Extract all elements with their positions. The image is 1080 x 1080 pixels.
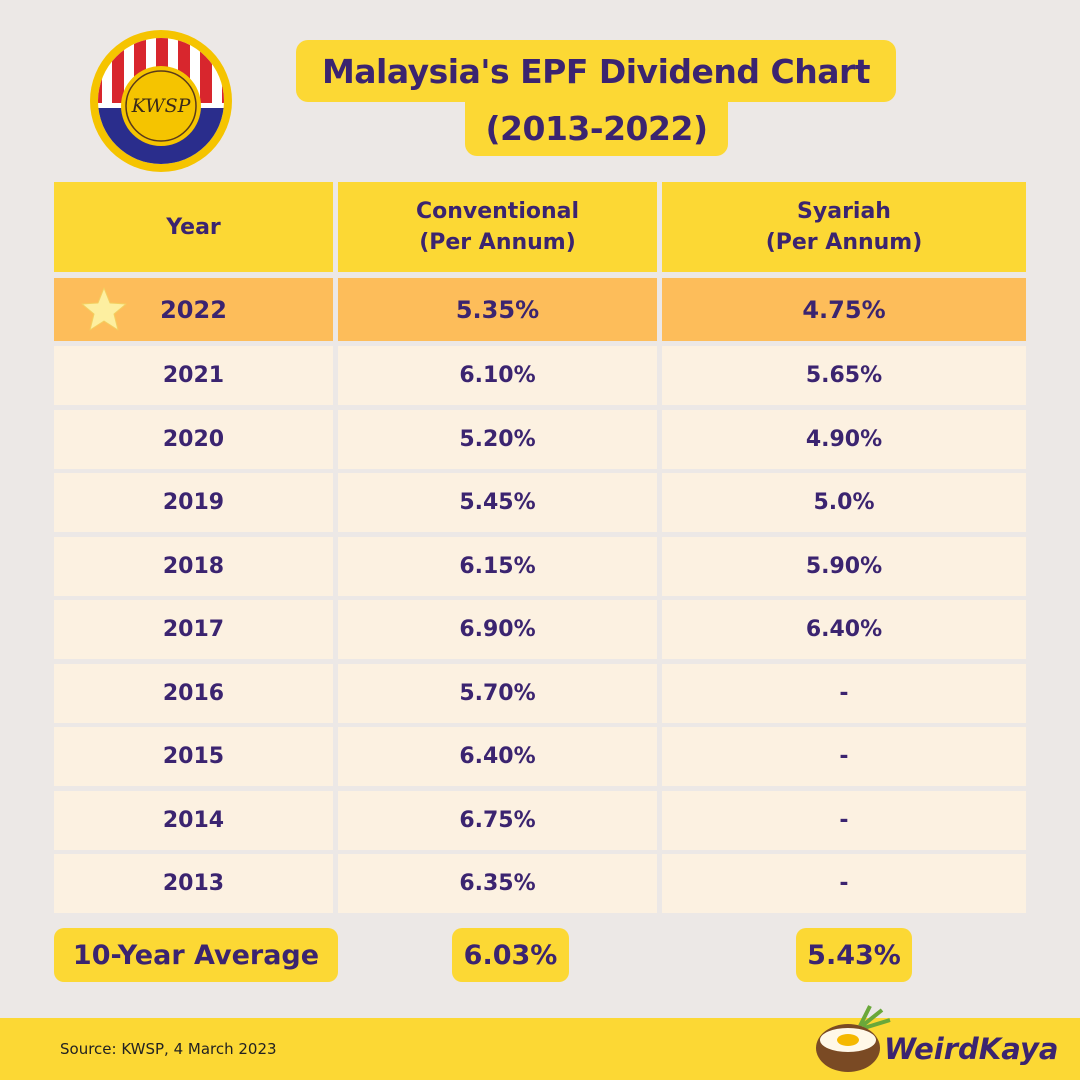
table-cell: 2017 xyxy=(54,600,333,659)
table-cell: 6.90% xyxy=(338,600,657,659)
table-cell: 5.45% xyxy=(338,473,657,532)
average-label: 10-Year Average xyxy=(54,928,338,982)
header-cell: Conventional (Per Annum) xyxy=(338,182,657,272)
star-icon xyxy=(81,287,127,331)
table-cell: 6.75% xyxy=(338,790,657,850)
header-cell: Syariah (Per Annum) xyxy=(662,182,1026,272)
table-cell: 2020 xyxy=(54,409,333,469)
table-cell: 2021 xyxy=(54,346,333,405)
header-text: (Per Annum) xyxy=(419,230,576,255)
header-cell: Year xyxy=(54,182,333,272)
table-cell: 5.20% xyxy=(338,409,657,469)
table-cell: - xyxy=(662,790,1026,850)
table-cell: 6.35% xyxy=(338,854,657,913)
table-cell: 4.75% xyxy=(662,278,1026,341)
table-cell: 4.90% xyxy=(662,409,1026,469)
table-cell: 2013 xyxy=(54,854,333,913)
header-text: (Per Annum) xyxy=(765,230,923,255)
source: Source: KWSP, 4 March 2023 xyxy=(60,1040,277,1058)
table-cell: 2019 xyxy=(54,473,333,532)
kwsp-logo: KWSP xyxy=(90,30,232,172)
title-line: Malaysia's EPF Dividend Chart xyxy=(296,40,896,102)
table-cell: 5.65% xyxy=(662,346,1026,405)
table-cell: 2016 xyxy=(54,663,333,723)
footer: Source: KWSP, 4 March 2023 WeirdKaya xyxy=(0,1005,1080,1080)
table-cell: 5.70% xyxy=(338,663,657,723)
table-cell: 5.0% xyxy=(662,473,1026,532)
table-cell: 5.35% xyxy=(338,278,657,341)
logo-text: KWSP xyxy=(131,95,192,117)
title-line: (2013-2022) xyxy=(465,100,728,156)
table-cell: 5.90% xyxy=(662,536,1026,596)
table-cell: 6.40% xyxy=(662,600,1026,659)
table-cell: - xyxy=(662,727,1026,786)
header-text: Syariah xyxy=(797,199,891,224)
table-cell: 6.15% xyxy=(338,536,657,596)
table-cell: - xyxy=(662,854,1026,913)
coconut-icon xyxy=(816,1005,891,1072)
table-cell: 2015 xyxy=(54,727,333,786)
table-cell: 2018 xyxy=(54,536,333,596)
table-cell: - xyxy=(662,663,1026,723)
table-cell: 2014 xyxy=(54,790,333,850)
header-text: Conventional xyxy=(415,199,580,224)
table-cell: 6.10% xyxy=(338,346,657,405)
table-cell: 6.40% xyxy=(338,727,657,786)
header-text: Year xyxy=(166,214,221,240)
brand: WeirdKaya xyxy=(884,1032,1059,1066)
average-value: 6.03% xyxy=(452,928,569,982)
average-value: 5.43% xyxy=(796,928,912,982)
